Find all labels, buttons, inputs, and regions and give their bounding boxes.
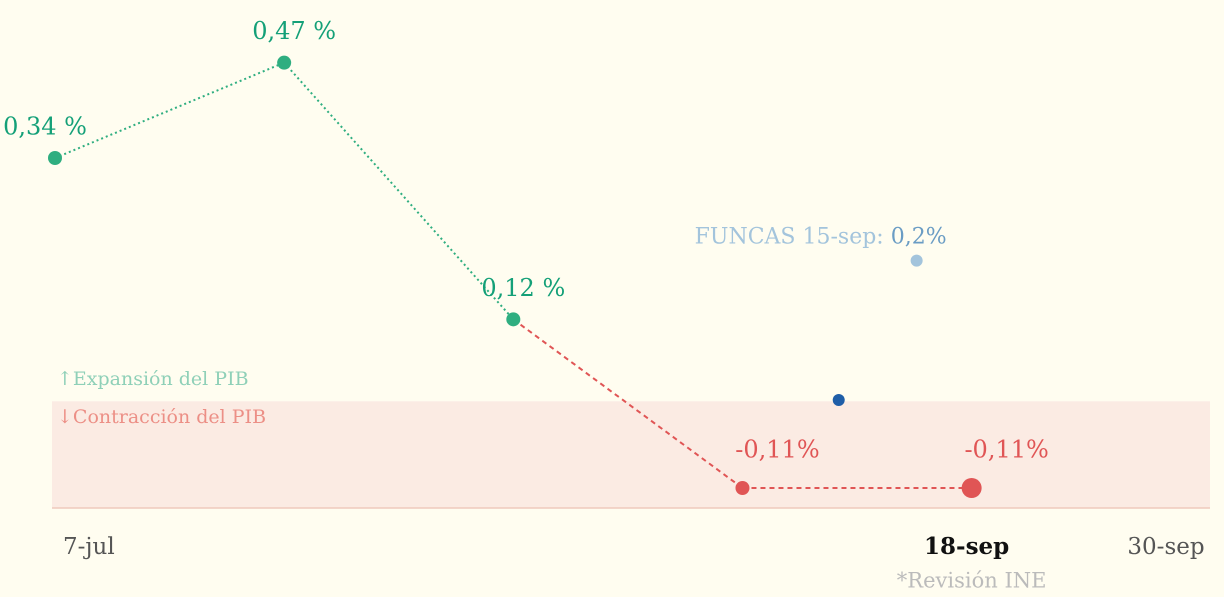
zone-label: ↑Expansión del PIB [57,368,249,390]
data-point [735,481,750,495]
value-label: -0,11% [964,436,1048,464]
x-tick-label: 30-sep [1127,534,1204,560]
annotation-point [832,394,845,406]
value-label: 0,47 % [252,17,336,45]
data-point [48,151,62,165]
value-label: -0,11% [735,436,819,464]
line-segment [512,318,744,489]
zone-label: ↓Contracción del PIB [57,406,266,428]
value-label: 0,12 % [481,274,565,302]
x-tick-label: 18-sep [924,533,1009,560]
line-segment [283,62,515,320]
x-tick-label: 7-jul [63,534,115,560]
annotation-value: 0,2% [891,225,947,250]
data-point [506,312,521,327]
annotation: FUNCAS 15-sep: 0,2% [695,225,947,250]
annotation-point [910,254,923,267]
annotation-text: FUNCAS 15-sep: [695,225,891,250]
data-point [961,478,982,498]
value-label: 0,34 % [3,113,87,141]
line-segment [54,61,285,159]
tick-note: *Revisión INE [897,569,1047,593]
data-point [277,55,292,70]
contraction-zone [52,401,1210,508]
